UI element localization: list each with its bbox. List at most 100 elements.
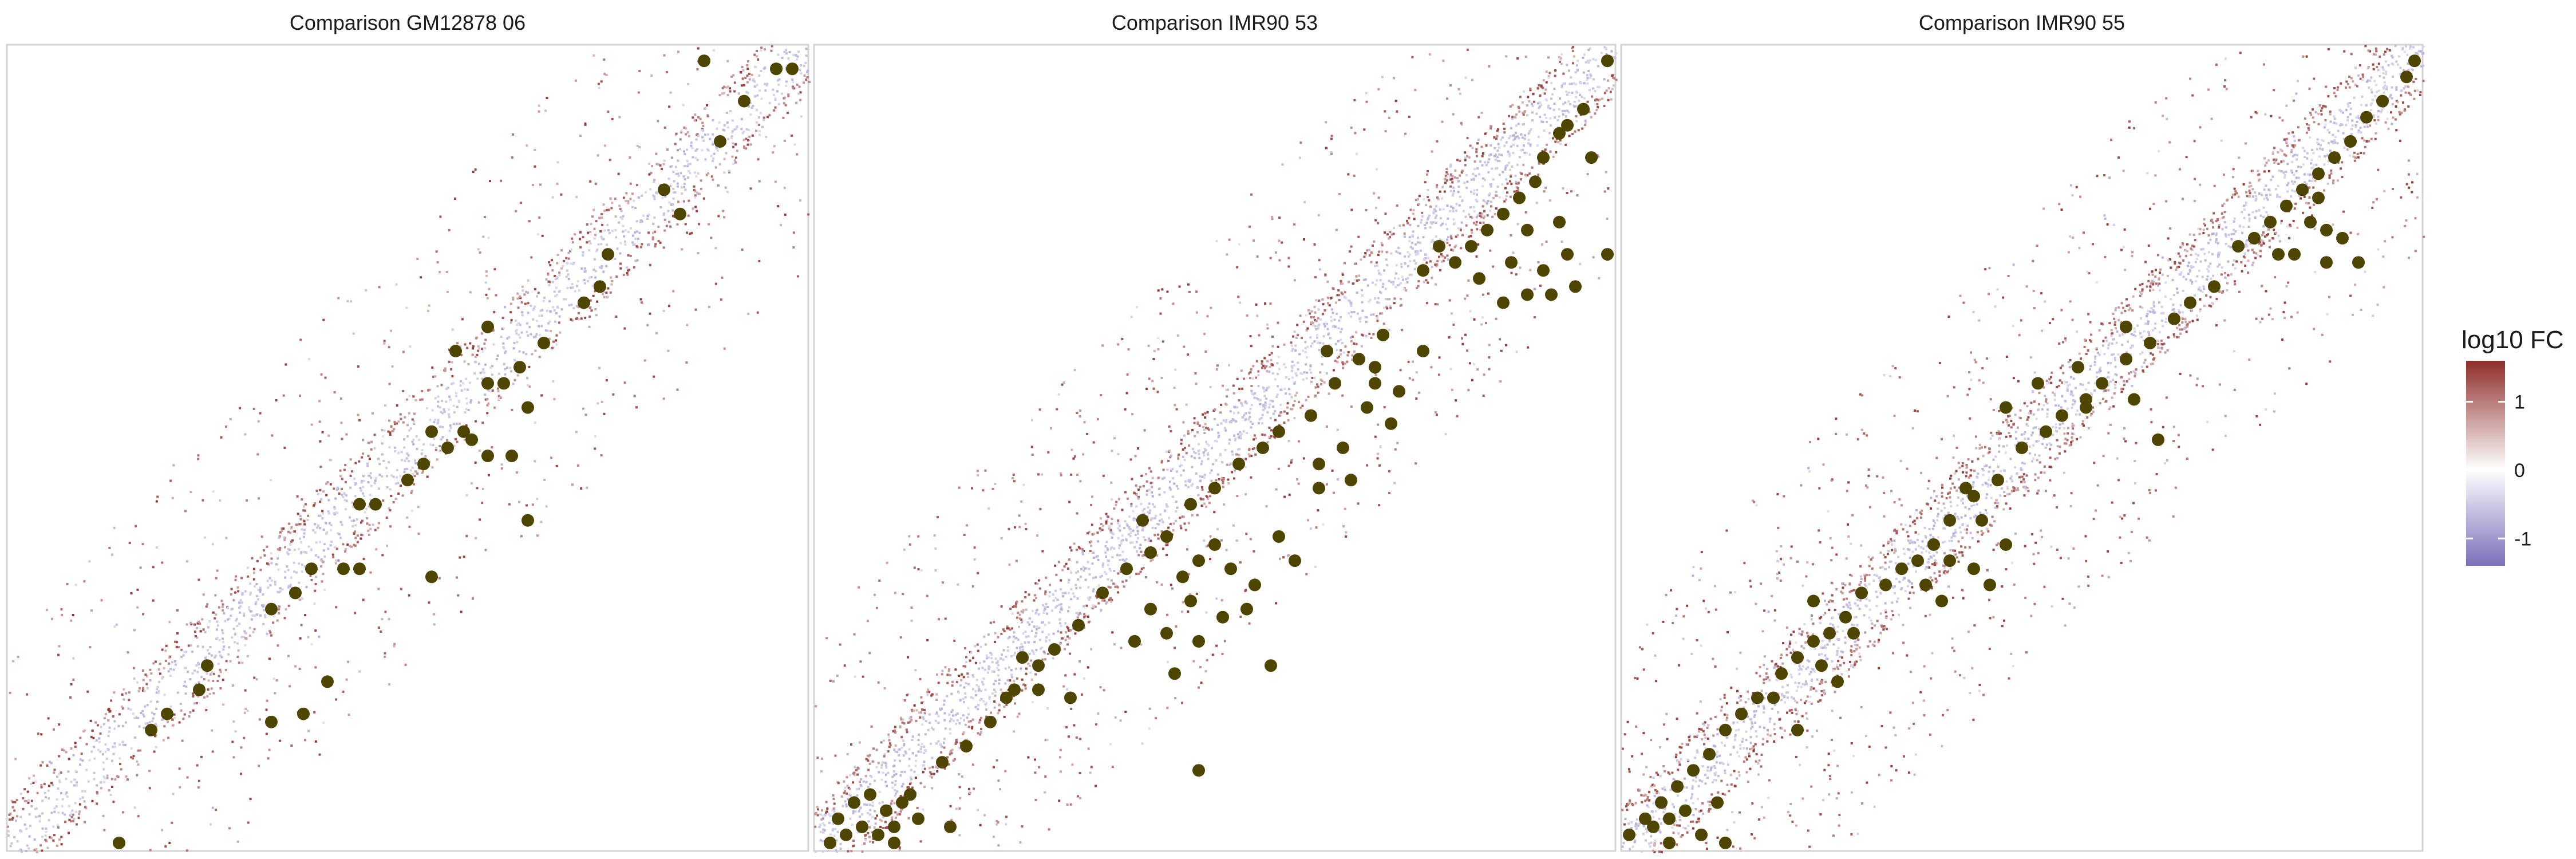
heatmap-cell: [1086, 532, 1089, 535]
heatmap-cell: [1200, 460, 1203, 463]
heatmap-cell: [445, 387, 448, 390]
heatmap-cell: [1435, 210, 1437, 212]
heatmap-cell: [1415, 250, 1417, 253]
heatmap-cell: [1002, 628, 1005, 631]
heatmap-cell: [1355, 152, 1358, 155]
heatmap-cell: [1353, 342, 1356, 345]
heatmap-cell: [696, 68, 699, 70]
heatmap-cell: [298, 562, 301, 565]
heatmap-cell: [688, 135, 690, 137]
heatmap-cell: [977, 649, 979, 652]
heatmap-cell: [1120, 539, 1123, 542]
significant-point: [658, 183, 670, 196]
heatmap-cell: [141, 543, 144, 546]
heatmap-cell: [324, 376, 327, 379]
heatmap-cell: [721, 86, 724, 89]
heatmap-cell: [113, 691, 116, 694]
heatmap-cell: [1307, 309, 1310, 312]
heatmap-cell: [546, 97, 548, 99]
heatmap-cell: [448, 361, 451, 363]
heatmap-cell: [1480, 323, 1483, 326]
heatmap-cell: [825, 810, 828, 813]
heatmap-cell: [709, 137, 712, 140]
heatmap-cell: [702, 197, 705, 200]
heatmap-cell: [1314, 325, 1317, 328]
heatmap-cell: [304, 614, 306, 617]
heatmap-cell: [418, 439, 421, 442]
heatmap-cell: [952, 759, 955, 762]
heatmap-cell: [141, 669, 144, 672]
heatmap-cell: [463, 360, 466, 363]
heatmap-cell: [278, 591, 280, 594]
heatmap-cell: [967, 720, 970, 723]
heatmap-cell: [717, 215, 720, 218]
heatmap-cell: [1044, 608, 1046, 610]
heatmap-cell: [1456, 159, 1459, 161]
heatmap-cell: [1325, 372, 1328, 375]
heatmap-cell: [283, 447, 286, 450]
heatmap-cell: [774, 106, 777, 109]
heatmap-cell: [1432, 221, 1435, 224]
heatmap-cell: [347, 714, 350, 716]
heatmap-cell: [556, 293, 558, 296]
heatmap-cell: [105, 758, 108, 761]
heatmap-cell: [1176, 334, 1179, 337]
heatmap-cell: [1516, 223, 1519, 226]
heatmap-cell: [128, 699, 131, 702]
heatmap-cell: [36, 791, 39, 794]
heatmap-cell: [1042, 611, 1045, 614]
heatmap-cell: [655, 192, 658, 195]
heatmap-cell: [1311, 342, 1314, 345]
heatmap-cell: [605, 265, 608, 267]
heatmap-cell: [1143, 554, 1145, 557]
heatmap-cell: [718, 163, 721, 166]
heatmap-cell: [1068, 558, 1070, 561]
heatmap-cell: [259, 586, 262, 589]
heatmap-cell: [143, 715, 145, 718]
heatmap-cell: [979, 719, 982, 722]
heatmap-cell: [1101, 564, 1104, 567]
heatmap-cell: [1342, 351, 1345, 354]
heatmap-cell: [377, 458, 380, 460]
heatmap-cell: [850, 743, 852, 746]
heatmap-cell: [325, 531, 328, 534]
heatmap-cell: [51, 617, 53, 620]
heatmap-cell: [1268, 353, 1271, 356]
heatmap-cell: [623, 235, 625, 238]
heatmap-cell: [579, 246, 582, 249]
heatmap-cell: [416, 448, 418, 450]
heatmap-cell: [57, 653, 60, 656]
heatmap-cell: [527, 312, 530, 314]
heatmap-cell: [335, 606, 338, 609]
heatmap-cell: [758, 124, 761, 126]
heatmap-cell: [218, 675, 220, 677]
heatmap-cell: [335, 547, 338, 550]
heatmap-cell: [1350, 127, 1353, 129]
heatmap-cell: [486, 404, 489, 407]
heatmap-cell: [768, 101, 771, 104]
heatmap-cell: [132, 712, 135, 715]
heatmap-cell: [908, 543, 911, 546]
heatmap-cell: [712, 143, 714, 146]
heatmap-cell: [687, 82, 690, 85]
heatmap-cell: [611, 202, 614, 204]
heatmap-cell: [880, 819, 883, 822]
heatmap-cell: [902, 593, 904, 596]
heatmap-cell: [96, 791, 98, 794]
heatmap-cell: [457, 594, 460, 597]
heatmap-cell: [1086, 615, 1089, 618]
heatmap-cell: [513, 359, 516, 361]
heatmap-cell: [184, 510, 187, 513]
heatmap-cell: [1182, 515, 1184, 518]
heatmap-cell: [589, 306, 592, 309]
heatmap-cell: [1086, 561, 1089, 564]
heatmap-cell: [361, 519, 364, 522]
heatmap-cell: [1092, 590, 1095, 593]
heatmap-cell: [366, 462, 369, 465]
heatmap-cell: [694, 194, 697, 197]
heatmap-cell: [1336, 428, 1339, 431]
heatmap-cell: [470, 399, 473, 402]
heatmap-cell: [440, 411, 442, 413]
heatmap-cell: [278, 549, 281, 551]
heatmap-cell: [289, 531, 291, 534]
